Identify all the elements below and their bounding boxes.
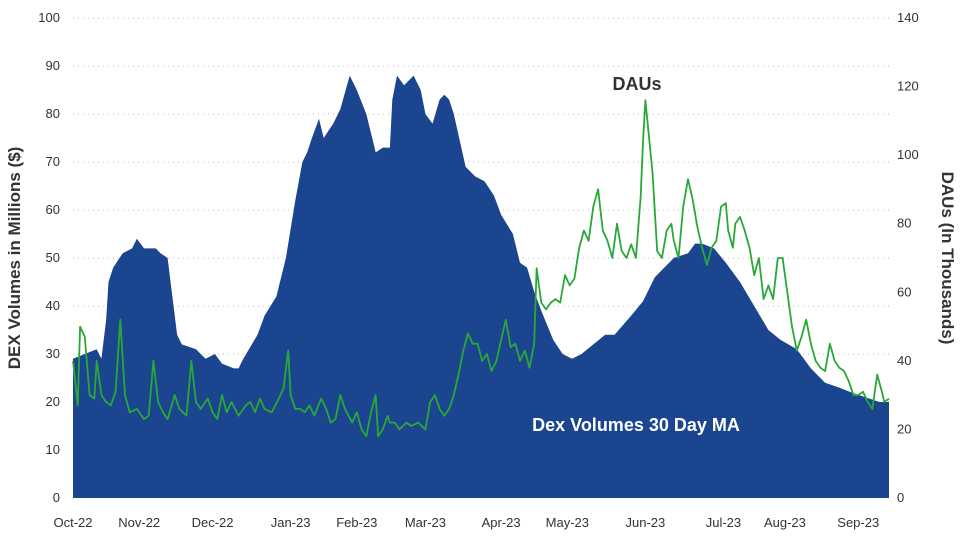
left-tick-label: 60 [46,202,60,217]
x-tick-label: Aug-23 [764,515,806,530]
left-axis-label: DEX Volumes in Millions ($) [5,147,24,370]
left-tick-label: 100 [38,10,60,25]
x-tick-label: Feb-23 [336,515,377,530]
right-axis-ticks: 0 20 40 60 80 100 120 140 [897,10,919,505]
right-tick-label: 20 [897,421,911,436]
x-axis-ticks: Oct-22 Nov-22 Dec-22 Jan-23 Feb-23 Mar-23 Apr-… [53,515,879,530]
right-axis-label: DAUs (In Thousands) [938,172,957,345]
right-tick-label: 140 [897,10,919,25]
x-tick-label: May-23 [546,515,589,530]
right-tick-label: 100 [897,147,919,162]
x-tick-label: Jul-23 [706,515,741,530]
x-tick-label: Dec-22 [192,515,234,530]
left-tick-label: 10 [46,442,60,457]
dau-annotation: DAUs [612,74,661,94]
x-tick-label: Sep-23 [837,515,879,530]
left-axis-ticks: 0 10 20 30 40 50 60 70 80 90 100 [38,10,60,505]
left-tick-label: 30 [46,346,60,361]
left-tick-label: 70 [46,154,60,169]
right-tick-label: 40 [897,353,911,368]
x-tick-label: Oct-22 [53,515,92,530]
left-tick-label: 80 [46,106,60,121]
left-tick-label: 0 [53,490,60,505]
x-tick-label: Mar-23 [405,515,446,530]
left-tick-label: 20 [46,394,60,409]
x-tick-label: Nov-22 [118,515,160,530]
x-tick-label: Jun-23 [626,515,666,530]
right-tick-label: 60 [897,284,911,299]
dex-volume-annotation: Dex Volumes 30 Day MA [532,415,740,435]
right-tick-label: 80 [897,216,911,231]
left-tick-label: 90 [46,58,60,73]
left-tick-label: 40 [46,298,60,313]
x-tick-label: Apr-23 [482,515,521,530]
right-tick-label: 0 [897,490,904,505]
right-tick-label: 120 [897,79,919,94]
dau-line [72,99,890,438]
dex-volume-area [73,75,889,498]
left-tick-label: 50 [46,250,60,265]
x-tick-label: Jan-23 [271,515,311,530]
